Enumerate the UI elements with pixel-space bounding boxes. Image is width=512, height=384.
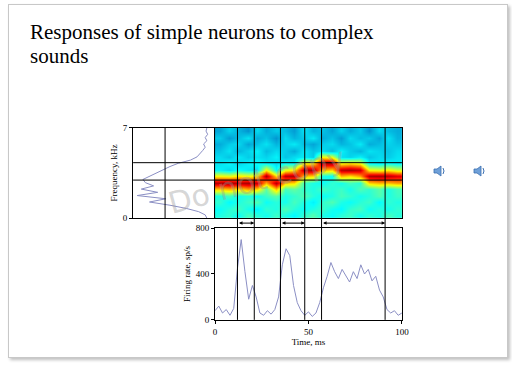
svg-text:0: 0 bbox=[205, 315, 210, 325]
svg-text:400: 400 bbox=[196, 269, 210, 279]
svg-text:Time, ms: Time, ms bbox=[292, 337, 326, 347]
html-text:Responses of simple neurons to: Responses of simple neurons to complex s… bbox=[30, 20, 374, 69]
svg-text:Frequency, kHz: Frequency, kHz bbox=[109, 145, 119, 202]
svg-text:50: 50 bbox=[304, 327, 314, 337]
svg-text:0: 0 bbox=[213, 327, 218, 337]
svg-text:7: 7 bbox=[123, 123, 128, 133]
svg-text:Firing rate, sp/s: Firing rate, sp/s bbox=[182, 245, 192, 302]
svg-text:100: 100 bbox=[395, 327, 409, 337]
svg-text:Do not copy: Do not copy bbox=[165, 140, 349, 221]
svg-text:0: 0 bbox=[123, 213, 128, 223]
svg-text:800: 800 bbox=[196, 223, 210, 233]
